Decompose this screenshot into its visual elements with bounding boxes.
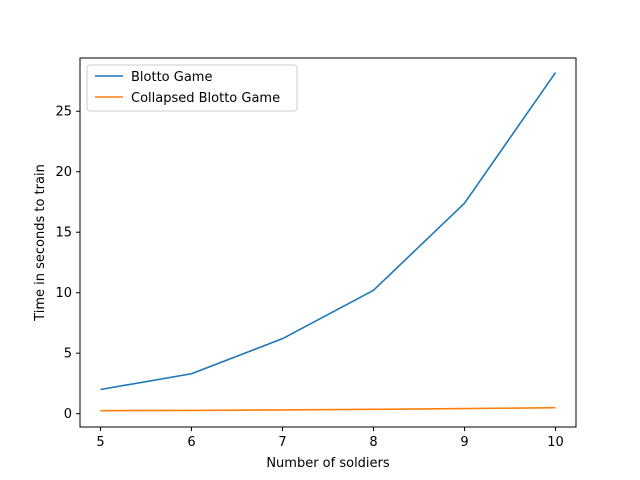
legend-label-2: Collapsed Blotto Game xyxy=(131,91,280,106)
x-tick-label: 9 xyxy=(460,435,468,450)
y-tick-label: 25 xyxy=(55,105,72,120)
series-layer xyxy=(100,72,557,412)
x-axis-label: Number of soldiers xyxy=(266,456,390,471)
x-tick-label: 5 xyxy=(96,435,104,450)
x-axis: 5 6 7 8 9 10 xyxy=(96,427,564,450)
y-axis: 0 5 10 15 20 25 xyxy=(55,105,80,422)
x-tick-label: 10 xyxy=(547,435,564,450)
y-tick-label: 5 xyxy=(64,347,72,362)
x-tick-label: 7 xyxy=(278,435,286,450)
x-tick-label: 8 xyxy=(369,435,377,450)
y-tick-label: 20 xyxy=(55,165,72,180)
y-tick-label: 0 xyxy=(64,407,72,422)
y-tick-label: 15 xyxy=(55,226,72,241)
series-line-2 xyxy=(100,406,556,412)
y-tick-label: 10 xyxy=(55,286,72,301)
series-line-1 xyxy=(100,72,557,391)
y-axis-label: Time in seconds to train xyxy=(33,164,48,322)
legend-box xyxy=(86,64,298,112)
plot-frame xyxy=(79,57,577,428)
x-tick-label: 6 xyxy=(187,435,195,450)
legend: Blotto Game Collapsed Blotto Game xyxy=(86,64,298,112)
legend-label-1: Blotto Game xyxy=(131,70,212,85)
